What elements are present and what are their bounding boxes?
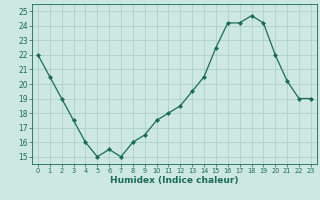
X-axis label: Humidex (Indice chaleur): Humidex (Indice chaleur) [110,176,239,185]
